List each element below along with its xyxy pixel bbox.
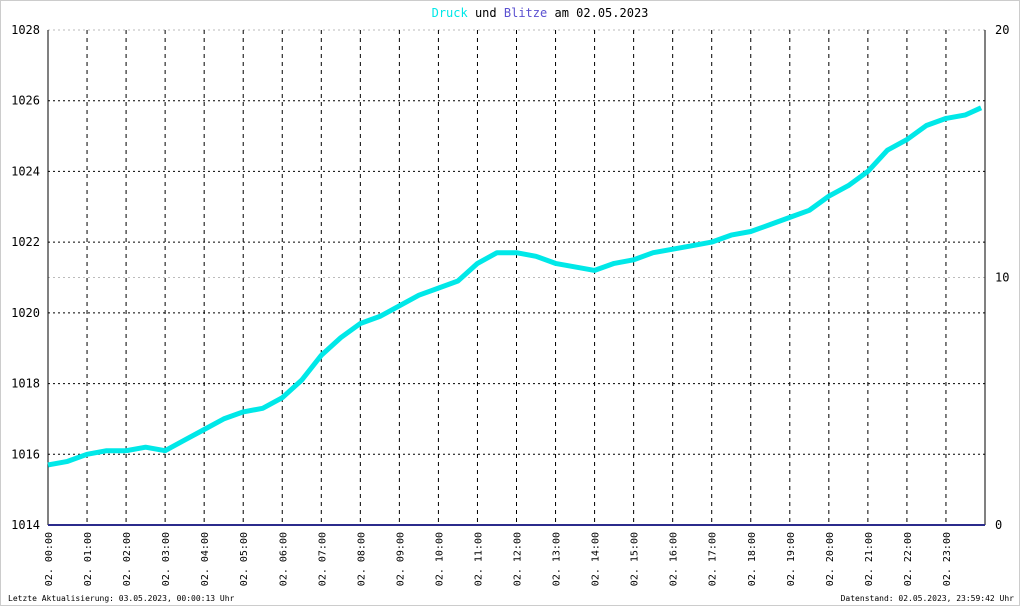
series-line — [47, 105, 983, 468]
y-tick-label: 1018 — [11, 377, 40, 391]
x-tick-label: 02. 17:00 — [708, 532, 719, 586]
x-tick-label: 02. 14:00 — [591, 532, 602, 586]
title-part: Blitze — [504, 6, 547, 20]
footer-right: Datenstand: 02.05.2023, 23:59:42 Uhr — [841, 594, 1015, 603]
x-tick-label: 02. 11:00 — [473, 532, 484, 586]
x-tick-label: 02. 18:00 — [747, 532, 758, 586]
x-tick-label: 02. 03:00 — [161, 532, 172, 586]
x-tick-label: 02. 02:00 — [122, 532, 133, 586]
y2-tick-label: 20 — [995, 23, 1009, 37]
x-tick-label: 02. 19:00 — [786, 532, 797, 586]
x-tick-label: 02. 01:00 — [83, 532, 94, 586]
x-tick-label: 02. 08:00 — [356, 532, 367, 586]
x-tick-label: 02. 13:00 — [552, 532, 563, 586]
x-tick-label: 02. 00:00 — [44, 532, 55, 586]
y-tick-label: 1014 — [11, 518, 40, 532]
x-tick-label: 02. 07:00 — [317, 532, 328, 586]
y2-tick-label: 10 — [995, 271, 1009, 285]
x-tick-label: 02. 10:00 — [434, 532, 445, 586]
title-part: und — [475, 6, 497, 20]
x-tick-label: 02. 09:00 — [395, 532, 406, 586]
x-tick-label: 02. 12:00 — [513, 532, 524, 586]
x-tick-label: 02. 21:00 — [864, 532, 875, 586]
x-tick-label: 02. 05:00 — [239, 532, 250, 586]
x-tick-label: 02. 06:00 — [278, 532, 289, 586]
y-tick-label: 1028 — [11, 23, 40, 37]
x-tick-label: 02. 15:00 — [630, 532, 641, 586]
footer-left: Letzte Aktualisierung: 03.05.2023, 00:00… — [8, 594, 235, 603]
chart-title: Druck und Blitze am 02.05.2023 — [432, 6, 649, 20]
y-tick-label: 1016 — [11, 447, 40, 461]
x-tick-label: 02. 16:00 — [669, 532, 680, 586]
y-tick-label: 1020 — [11, 306, 40, 320]
y-tick-label: 1026 — [11, 94, 40, 108]
y-tick-label: 1022 — [11, 235, 40, 249]
y-tick-label: 1024 — [11, 164, 40, 178]
x-tick-label: 02. 22:00 — [903, 532, 914, 586]
y2-tick-label: 0 — [995, 518, 1002, 532]
x-tick-label: 02. 23:00 — [942, 532, 953, 586]
title-part: am 02.05.2023 — [554, 6, 648, 20]
x-tick-label: 02. 20:00 — [825, 532, 836, 586]
x-tick-label: 02. 04:00 — [200, 532, 211, 586]
title-part: Druck — [432, 6, 469, 20]
